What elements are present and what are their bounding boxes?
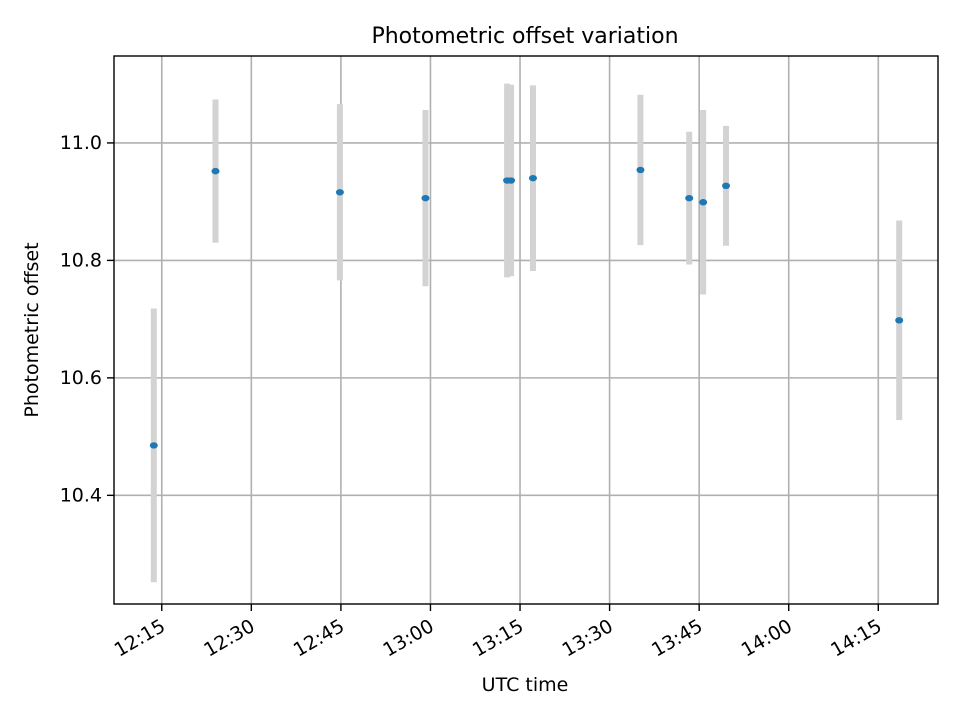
x-tick-label: 13:15 [469, 615, 527, 661]
x-tick-label: 12:45 [290, 615, 348, 661]
x-tick-label: 13:30 [558, 615, 616, 661]
y-tick-label: 10.8 [60, 249, 102, 271]
x-tick-label: 13:00 [379, 615, 437, 661]
data-point [699, 199, 708, 206]
y-tick-label: 10.6 [60, 367, 102, 389]
data-point [507, 177, 516, 184]
x-tick-label: 12:15 [111, 615, 169, 661]
y-tick-label: 10.4 [60, 484, 102, 506]
data-point [528, 174, 537, 182]
data-point [895, 317, 904, 324]
x-tick-label: 14:00 [738, 615, 796, 661]
x-tick-label: 13:45 [648, 615, 706, 661]
data-point [211, 167, 220, 175]
x-tick-label: 12:30 [200, 615, 258, 661]
data-point [421, 194, 430, 202]
x-axis-label: UTC time [482, 674, 569, 696]
data-point [636, 166, 645, 174]
data-point [149, 442, 158, 449]
y-tick-label: 11.0 [60, 132, 102, 154]
plot-background [114, 56, 938, 604]
data-point [685, 194, 694, 202]
chart-title: Photometric offset variation [371, 24, 678, 49]
x-tick-label: 14:15 [827, 615, 885, 661]
y-axis-label: Photometric offset [21, 242, 43, 417]
plot-frame [113, 55, 939, 605]
data-point [722, 182, 731, 190]
point-layer [149, 166, 904, 449]
data-point [335, 189, 344, 196]
